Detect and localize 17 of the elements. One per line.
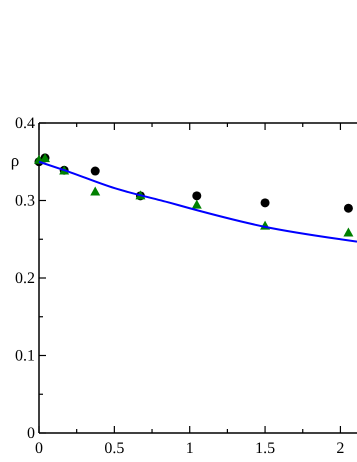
point <box>343 228 354 237</box>
y-axis-title: ρ <box>10 151 20 170</box>
x-tick-label: 1 <box>186 440 194 457</box>
x-tick-label: 0.5 <box>104 440 124 457</box>
point <box>192 200 202 209</box>
y-tick-label: 0.1 <box>15 348 35 364</box>
point <box>192 191 202 200</box>
x-tick-label: 1.5 <box>255 440 276 457</box>
y-tick-label: 0.3 <box>15 192 35 210</box>
point <box>90 186 100 196</box>
point <box>90 166 100 176</box>
y-tick-label: 0.4 <box>15 115 35 132</box>
y-tick-label: 0 <box>27 425 35 442</box>
y-tick-label: 0.2 <box>15 270 35 287</box>
point <box>344 204 353 213</box>
x-tick-label: 2 <box>336 440 344 457</box>
point <box>260 198 270 208</box>
